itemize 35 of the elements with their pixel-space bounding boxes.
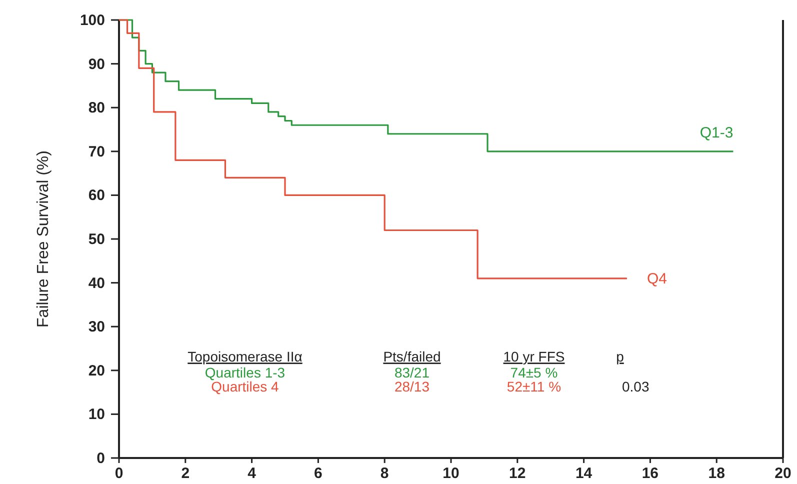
x-tick-label: 6 <box>314 465 322 482</box>
y-tick-label: 90 <box>88 56 105 73</box>
annotation: 74±5 % <box>510 364 558 381</box>
y-tick-label: 0 <box>96 450 105 467</box>
x-tick-label: 20 <box>774 465 792 482</box>
y-tick-label: 10 <box>88 406 105 424</box>
series-label: Q1-3 <box>700 124 734 142</box>
y-tick-label: 80 <box>88 100 105 117</box>
annotation: 28/13 <box>394 378 430 395</box>
annotation: 52±11 % <box>506 378 562 395</box>
series-label: Q4 <box>646 270 667 288</box>
x-tick-label: 16 <box>642 465 659 482</box>
x-tick-label: 8 <box>380 465 389 482</box>
x-tick-label: 4 <box>248 465 257 482</box>
x-tick-label: 12 <box>509 465 526 482</box>
y-tick-label: 50 <box>88 231 105 248</box>
y-tick-label: 60 <box>88 187 105 204</box>
x-tick-label: 10 <box>442 465 460 482</box>
x-tick-label: 2 <box>181 465 190 482</box>
annotation: 83/21 <box>394 364 430 381</box>
annotation: Topoisomerase IIα <box>188 348 302 365</box>
annotation: p <box>616 348 624 365</box>
y-tick-label: 20 <box>88 362 105 380</box>
y-axis-title: Failure Free Survival (%) <box>35 150 52 328</box>
annotation: 0.03 <box>622 378 650 395</box>
x-tick-label: 14 <box>575 465 593 482</box>
annotation: Quartiles 1-3 <box>204 364 286 381</box>
y-tick-label: 40 <box>88 274 105 292</box>
annotation: 10 yr FFS <box>503 348 565 365</box>
y-tick-label: 30 <box>88 318 105 336</box>
x-tick-label: 0 <box>114 465 124 482</box>
annotation: Pts/failed <box>383 348 441 365</box>
y-tick-label: 100 <box>80 12 105 29</box>
x-tick-label: 18 <box>708 465 725 482</box>
y-tick-label: 70 <box>88 143 105 160</box>
